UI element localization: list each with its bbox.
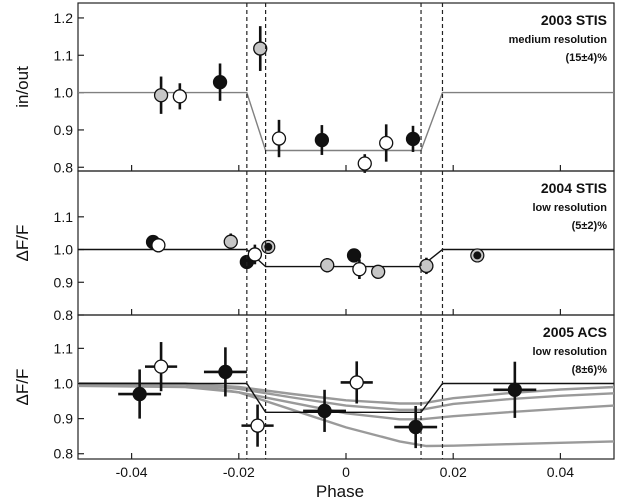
marker	[320, 258, 335, 273]
y-tick-label: 1.0	[54, 85, 74, 101]
y-tick-label: 0.8	[54, 307, 74, 323]
x-axis-label: Phase	[316, 482, 364, 501]
marker	[271, 131, 287, 146]
marker	[153, 88, 169, 103]
model-curve	[78, 382, 614, 411]
data-point	[253, 26, 268, 71]
data-point	[203, 347, 247, 397]
data-point	[493, 361, 537, 418]
data-point	[357, 154, 372, 173]
marker	[408, 419, 423, 435]
data-point	[212, 63, 228, 101]
data-point	[320, 258, 335, 273]
panel-subtitle: low resolution	[532, 346, 607, 358]
data-point	[151, 238, 166, 253]
y-axis-label: in/out	[13, 66, 32, 108]
marker	[371, 264, 386, 279]
marker	[349, 375, 364, 390]
y-tick-label: 1.0	[54, 375, 74, 391]
contact-phase-lines	[246, 3, 444, 459]
data-point	[271, 119, 287, 158]
model-curve	[78, 383, 614, 448]
y-axis-label: ΔF/F	[13, 225, 32, 262]
panel-subtitle: medium resolution	[509, 34, 608, 46]
marker	[151, 238, 166, 253]
y-tick-label: 0.8	[54, 446, 74, 462]
x-tick-label: -0.04	[116, 464, 148, 480]
transit-model-line	[78, 91, 614, 152]
x-tick-label: 0.04	[547, 464, 574, 480]
transit-model-line	[78, 248, 614, 268]
marker	[247, 247, 263, 262]
marker	[507, 382, 522, 397]
marker	[132, 386, 147, 402]
panels: 0.8 0.9 1.0 1.1 1.2 in/out 2003 STIS medium res…	[13, 2, 615, 462]
panel-acs2005: 0.8 0.9 1.0 1.1 ΔF/F 2005 ACS low resolution (8…	[13, 314, 615, 462]
marker	[172, 89, 187, 104]
panel-subtitle: low resolution	[532, 202, 607, 214]
x-tick-label: 0	[342, 464, 350, 480]
y-tick-label: 0.9	[54, 122, 74, 138]
marker	[264, 242, 273, 251]
data-point	[247, 244, 263, 265]
marker	[314, 132, 330, 148]
panel-title: 2005 ACS	[543, 324, 607, 340]
data-point	[223, 233, 238, 250]
data-point	[118, 369, 162, 419]
y-tick-label: 0.9	[54, 274, 74, 290]
data-point	[419, 257, 434, 275]
marker	[212, 74, 228, 90]
y-tick-label: 1.2	[54, 10, 74, 26]
transit-depth-label: (15±4)%	[566, 52, 608, 64]
data-point	[261, 239, 276, 255]
data-point	[394, 405, 438, 449]
model-curve	[78, 382, 614, 405]
data-point	[314, 125, 330, 155]
marker	[357, 156, 372, 171]
transit-model-line	[78, 382, 614, 413]
x-tick-label: 0.02	[440, 464, 467, 480]
panel-title: 2003 STIS	[541, 12, 607, 28]
data-point	[346, 248, 362, 263]
data-point	[153, 76, 169, 114]
marker	[352, 262, 367, 277]
y-axis-label: ΔF/F	[13, 369, 32, 406]
marker	[250, 418, 265, 433]
y-tick-label: 1.0	[54, 242, 74, 258]
marker	[346, 248, 362, 263]
marker	[379, 135, 394, 151]
data-point	[379, 124, 394, 162]
marker	[223, 234, 238, 249]
marker	[153, 359, 169, 374]
marker	[253, 41, 268, 56]
marker	[317, 403, 332, 419]
transit-depth-label: (5±2)%	[572, 220, 608, 232]
data-point	[340, 361, 373, 404]
y-tick-label: 1.1	[54, 47, 74, 63]
marker	[405, 131, 421, 147]
data-point	[352, 259, 367, 279]
data-point	[303, 389, 346, 432]
marker	[473, 251, 482, 260]
panel-title: 2004 STIS	[541, 180, 607, 196]
y-tick-label: 0.8	[54, 159, 74, 175]
data-point	[470, 248, 485, 263]
y-tick-label: 0.9	[54, 411, 74, 427]
panel-frame	[77, 2, 615, 172]
x-axis: -0.04 -0.02 0 0.02 0.04	[116, 464, 575, 480]
data-point	[172, 83, 187, 110]
transit-depth-label: (8±6)%	[572, 364, 608, 376]
x-tick-label: -0.02	[223, 464, 255, 480]
data-point	[405, 125, 421, 152]
y-tick-label: 1.1	[54, 340, 74, 356]
marker	[419, 258, 434, 274]
panel-stis2003: 0.8 0.9 1.0 1.1 1.2 in/out 2003 STIS medium res…	[13, 2, 615, 175]
data-point	[145, 342, 178, 392]
panel-stis2004: 0.8 0.9 1.0 1.1 ΔF/F 2004 STIS low resolution (…	[13, 170, 615, 323]
data-point	[371, 264, 386, 279]
y-tick-label: 1.1	[54, 209, 74, 225]
marker	[218, 364, 233, 380]
